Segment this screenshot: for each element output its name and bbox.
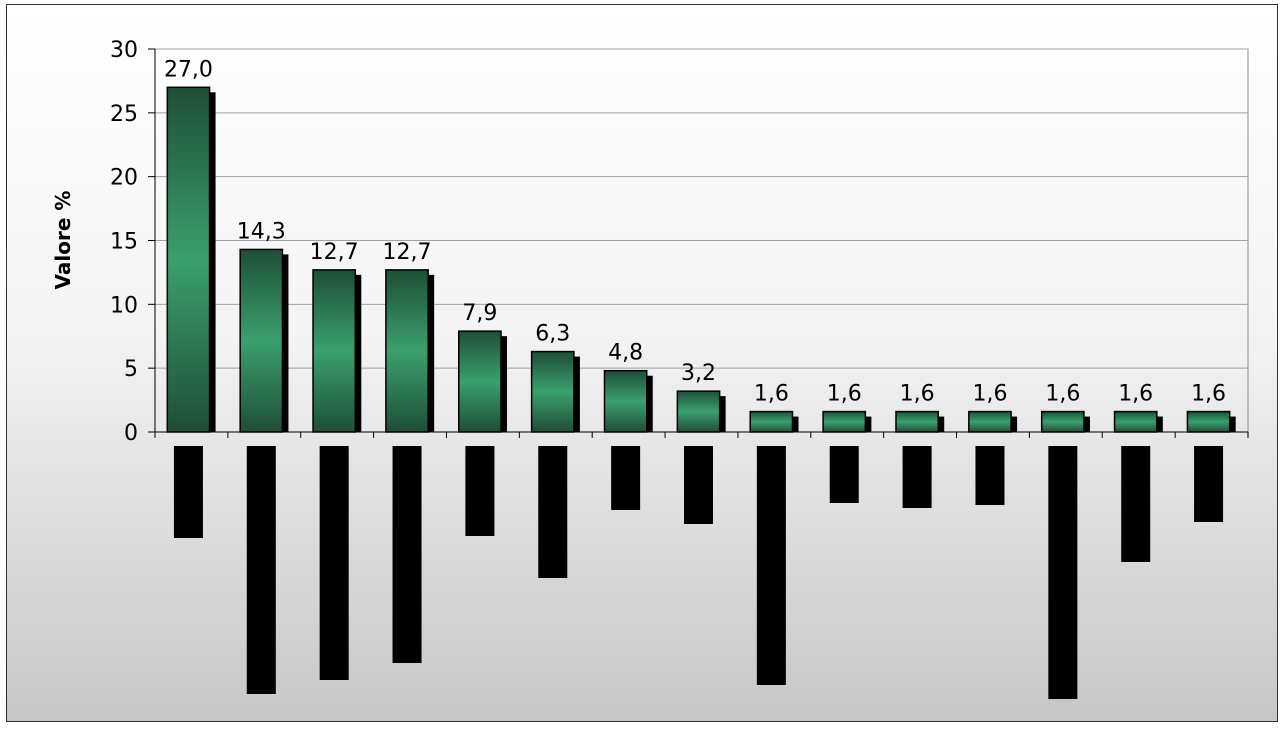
value-labels: 27,0 14,3 12,7 12,7 7,9 6,3 4,8 3,2 1,6 1,6 1,6 1,6… xyxy=(164,57,1226,406)
x-tick-label xyxy=(975,446,1005,505)
x-tick-label xyxy=(246,446,276,694)
data-label: 1,6 xyxy=(827,382,862,407)
x-tick-label xyxy=(1121,446,1151,562)
x-tick-label xyxy=(1048,446,1078,699)
bar xyxy=(385,269,429,433)
y-tick-label: 5 xyxy=(124,357,138,382)
data-label: 1,6 xyxy=(754,382,789,407)
x-tick-label xyxy=(684,446,713,524)
x-tick-label xyxy=(319,446,349,680)
data-label: 12,7 xyxy=(383,240,432,265)
bar xyxy=(895,410,939,433)
data-label: 3,2 xyxy=(681,361,716,386)
bar xyxy=(603,369,648,433)
x-tick-label xyxy=(465,446,495,536)
bar xyxy=(968,410,1012,433)
grid-lines xyxy=(155,48,1248,369)
x-tick-label xyxy=(173,446,203,538)
data-label: 1,6 xyxy=(1191,382,1226,407)
x-tick-label xyxy=(611,446,641,510)
bar xyxy=(239,248,284,433)
bar xyxy=(1186,410,1231,433)
y-axis-title: Valore % xyxy=(51,191,75,290)
x-tick-label xyxy=(829,446,859,503)
bar xyxy=(312,269,357,433)
bar xyxy=(1040,410,1085,433)
y-tick-label: 15 xyxy=(110,230,138,255)
data-label: 27,0 xyxy=(164,57,213,82)
data-label: 6,3 xyxy=(535,322,570,347)
x-tick-label xyxy=(1194,446,1224,522)
bars xyxy=(166,86,1236,433)
data-label: 14,3 xyxy=(237,219,286,244)
data-label: 1,6 xyxy=(900,382,935,407)
x-axis-labels xyxy=(173,446,1224,699)
bar xyxy=(822,410,867,433)
x-tick-label xyxy=(392,446,422,663)
data-label: 1,6 xyxy=(972,382,1007,407)
x-tick-label xyxy=(902,446,932,508)
data-label: 12,7 xyxy=(310,240,359,265)
y-tick-label: 30 xyxy=(110,38,138,63)
y-tick-label: 0 xyxy=(124,421,138,446)
bar xyxy=(676,390,721,433)
bar xyxy=(166,86,211,433)
x-tick-label xyxy=(538,446,568,578)
y-tick-label: 20 xyxy=(110,166,138,191)
bar xyxy=(530,350,575,433)
bar xyxy=(458,330,502,433)
bar xyxy=(749,410,794,433)
y-tick-label: 25 xyxy=(110,102,138,127)
data-label: 4,8 xyxy=(608,341,643,366)
data-label: 1,6 xyxy=(1045,382,1080,407)
x-tick-label xyxy=(756,446,786,685)
data-label: 7,9 xyxy=(462,301,497,326)
data-label: 1,6 xyxy=(1118,382,1153,407)
y-tick-label: 10 xyxy=(110,293,138,318)
bar xyxy=(1113,410,1158,433)
